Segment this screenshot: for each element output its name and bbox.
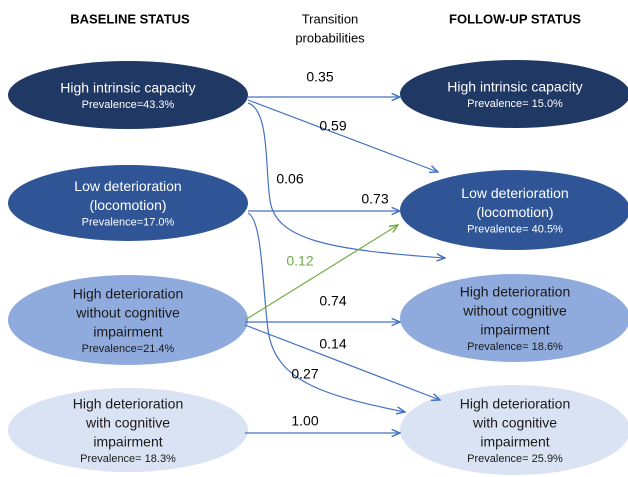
header: FOLLOW-UP STATUS — [449, 11, 581, 26]
header: probabilities — [295, 30, 365, 45]
state-label: (locomotion) — [89, 197, 166, 213]
arrow — [247, 102, 445, 258]
header: BASELINE STATUS — [70, 11, 190, 26]
state-label: impairment — [480, 434, 549, 450]
probability: 0.35 — [306, 69, 333, 85]
state-label: High deterioration — [73, 286, 184, 302]
header: Transition — [302, 11, 359, 26]
probability: 0.73 — [361, 191, 388, 207]
state-label: High intrinsic capacity — [447, 79, 582, 95]
probability: 0.27 — [291, 366, 318, 382]
arrows — [244, 97, 445, 433]
state-label: (locomotion) — [476, 204, 553, 220]
arrow — [244, 324, 440, 400]
probability: 0.06 — [276, 171, 303, 187]
prevalence: Prevalence= 25.9% — [467, 453, 563, 465]
prevalence: Prevalence=21.4% — [82, 343, 175, 355]
prevalence: Prevalence= 18.6% — [467, 341, 563, 353]
state-label: impairment — [93, 324, 162, 340]
prevalence: Prevalence=17.0% — [82, 216, 175, 228]
probability: 0.14 — [319, 336, 346, 352]
nodes: High intrinsic capacity Prevalence=43.3% L… — [8, 60, 628, 475]
probability: 0.74 — [319, 293, 346, 309]
state-label: without cognitive — [75, 305, 180, 321]
state-label: with cognitive — [472, 415, 557, 431]
state-node — [400, 170, 628, 250]
state-node — [8, 61, 248, 129]
probability: 1.00 — [291, 413, 318, 429]
state-label: Low deterioration — [461, 185, 568, 201]
prevalence: Prevalence= 40.5% — [467, 223, 563, 235]
state-node — [400, 274, 628, 362]
state-node — [8, 275, 248, 365]
state-label: High deterioration — [73, 396, 184, 412]
state-label: impairment — [480, 322, 549, 338]
arrow — [247, 212, 405, 412]
state-node — [8, 388, 248, 472]
prevalence: Prevalence= 18.3% — [80, 453, 176, 465]
arrow — [244, 225, 398, 321]
state-label: Low deterioration — [74, 178, 181, 194]
state-label: High deterioration — [460, 284, 571, 300]
state-label: with cognitive — [85, 415, 170, 431]
arrow — [247, 99, 438, 172]
prevalence: Prevalence=43.3% — [82, 99, 175, 111]
state-node — [400, 385, 628, 475]
prevalence: Prevalence= 15.0% — [467, 98, 563, 110]
probability: 0.59 — [319, 118, 346, 134]
state-label: High intrinsic capacity — [60, 80, 195, 96]
state-label: High deterioration — [460, 396, 571, 412]
state-node — [8, 165, 248, 241]
state-label: impairment — [93, 434, 162, 450]
probability: 0.12 — [286, 253, 313, 269]
state-label: without cognitive — [462, 303, 567, 319]
state-node — [400, 60, 628, 128]
